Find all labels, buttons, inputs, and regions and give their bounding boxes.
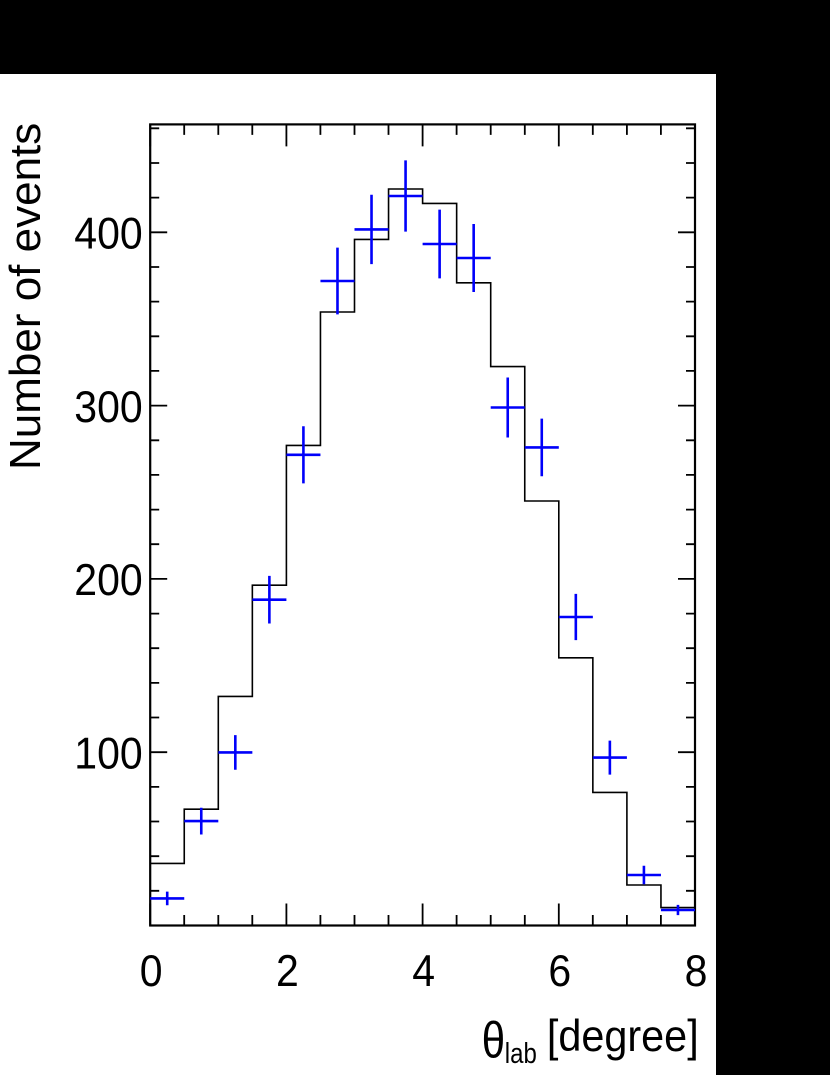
- svg-text:θ: θ: [482, 1012, 505, 1069]
- svg-text:400: 400: [74, 209, 142, 259]
- svg-text:2: 2: [276, 946, 299, 996]
- svg-text:0: 0: [140, 946, 163, 996]
- svg-text:Number of events: Number of events: [1, 123, 50, 470]
- svg-text:200: 200: [74, 556, 142, 606]
- svg-text:6: 6: [548, 946, 571, 996]
- svg-text:4: 4: [412, 946, 435, 996]
- svg-text:[degree]: [degree]: [547, 1012, 699, 1062]
- svg-text:lab: lab: [505, 1037, 537, 1070]
- svg-text:100: 100: [74, 729, 142, 779]
- svg-text:8: 8: [685, 946, 708, 996]
- svg-text:300: 300: [74, 383, 142, 433]
